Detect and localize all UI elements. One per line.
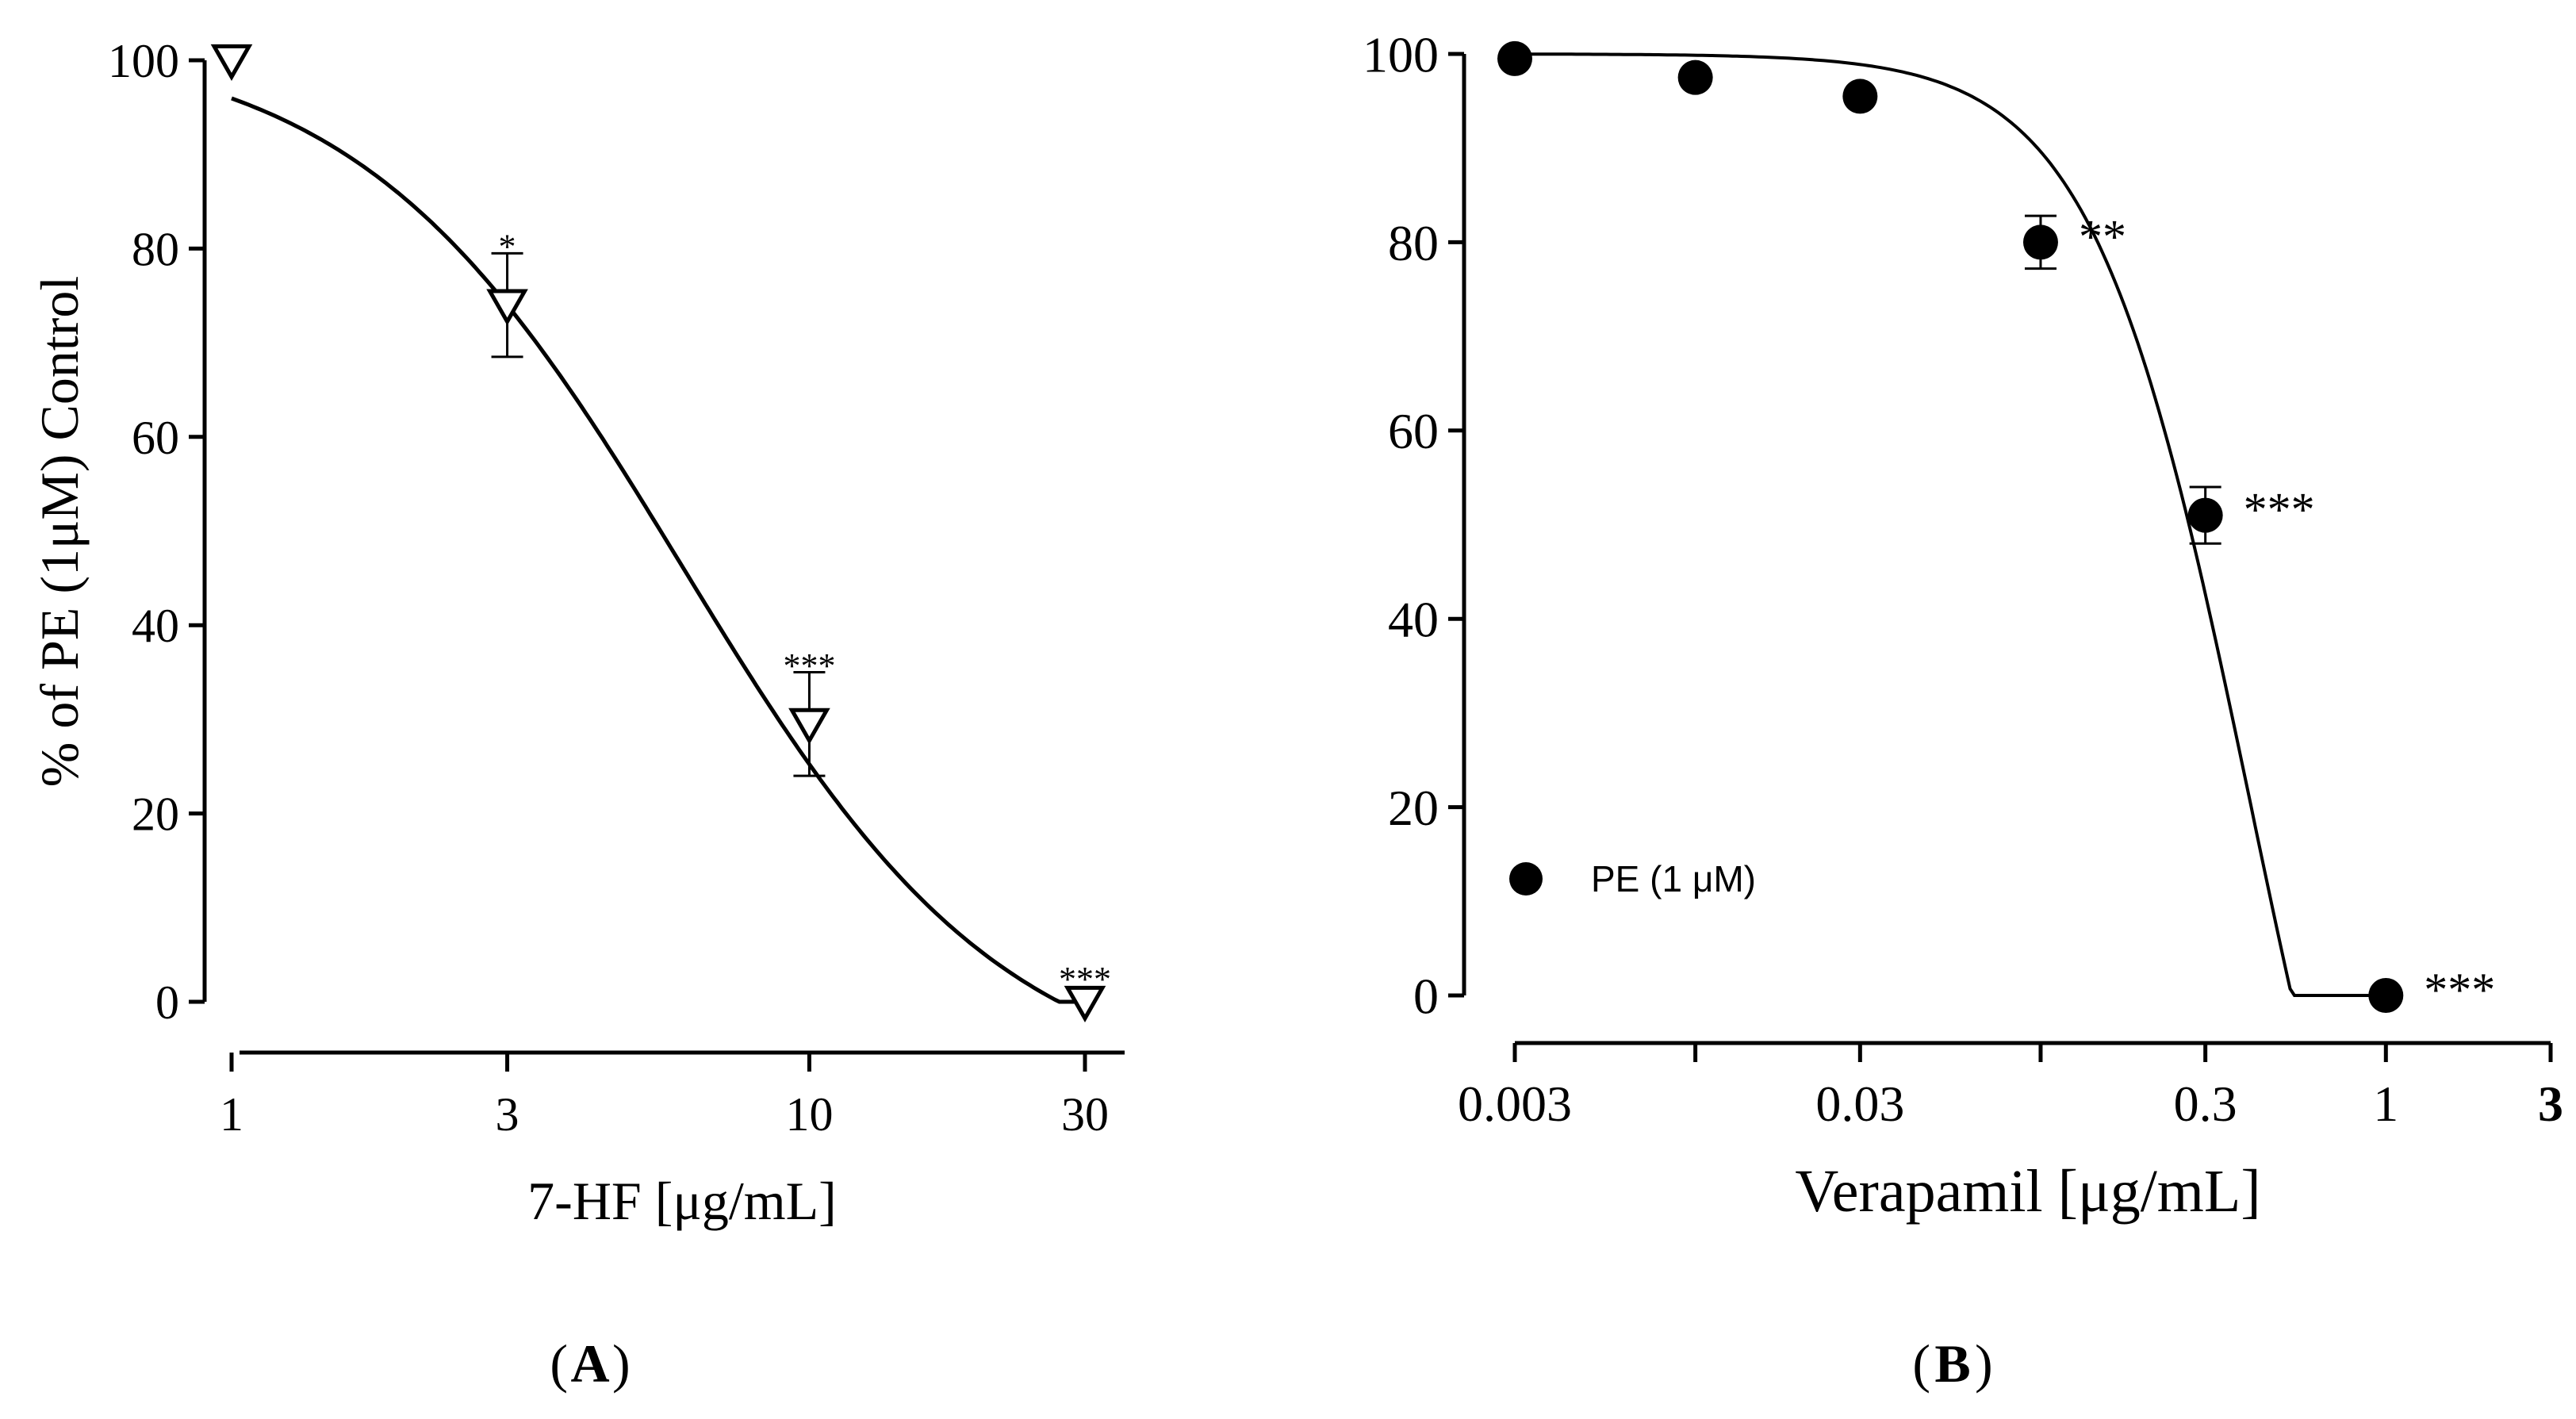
svg-text:): ) [1975,1333,1993,1394]
y-tick-label: 100 [108,35,179,87]
data-point-triangle [788,708,830,745]
x-tick-label: 0.3 [2174,1076,2237,1132]
y-tick-label: 60 [132,412,179,464]
panel-a-axes [202,60,1125,1055]
x-tick-label: 1 [2373,1076,2398,1132]
panel-b-fit-curve [1515,52,2386,997]
x-tick-label: 1 [220,1088,243,1141]
y-tick-label: 40 [132,600,179,652]
panel-a-fit-curve [231,96,1085,1004]
data-point-triangle [1064,985,1106,1022]
significance-label: *** [783,646,835,685]
y-tick-label: 20 [1388,780,1439,836]
panel-b-legend: PE (1 μM) [1509,858,1756,899]
x-tick-label: 0.003 [1458,1076,1572,1132]
panel-b-y-ticks: 0 20 40 60 80 100 [1363,26,1464,1024]
significance-label: ** [2079,210,2126,263]
significance-label: *** [2424,964,2495,1016]
data-point-circle [2022,224,2058,260]
x-tick-label: 10 [785,1088,833,1141]
significance-label: * [499,228,516,267]
panel-a-points: ******* [210,44,1111,1022]
y-tick-label: 40 [1388,592,1439,648]
svg-text:(: ( [550,1333,568,1394]
x-tick-label: 30 [1061,1088,1109,1141]
panel-b-x-ticks: 0.003 0.03 0.3 1 3 [1458,1043,2563,1132]
panel-b-caption: ( B ) [1912,1333,1992,1394]
legend-marker-icon [1509,862,1543,896]
significance-label: *** [1059,960,1111,999]
svg-text:): ) [612,1333,631,1394]
data-point-circle [1497,40,1532,76]
y-tick-label: 100 [1363,26,1439,82]
x-tick-label: 0.03 [1815,1076,1904,1132]
x-tick-label: 3 [496,1088,519,1141]
y-tick-label: 20 [132,788,179,841]
y-tick-label: 80 [1388,215,1439,271]
y-tick-label: 0 [155,976,179,1029]
y-tick-label: 80 [132,223,179,275]
x-tick-label: 3 [2538,1076,2563,1132]
panel-a-y-axis-label: % of PE (1μM) Control [29,276,90,788]
data-point-circle [1842,79,1878,114]
y-tick-label: 60 [1388,403,1439,459]
y-tick-label: 0 [1413,968,1439,1024]
data-point-triangle [486,289,528,326]
data-point-triangle [210,44,253,81]
panel-b-axes [1462,54,2551,1045]
data-point-circle [2187,497,2223,533]
panel-a-caption-letter: A [570,1333,609,1394]
panel-b-caption-letter: B [1934,1333,1970,1394]
significance-label: *** [2244,484,2315,536]
data-point-circle [2368,978,2404,1013]
panel-b-points: ******** [1497,40,2495,1016]
legend-label: PE (1 μM) [1591,858,1756,899]
panel-a-y-ticks: 0 20 40 60 80 100 [108,35,205,1029]
panel-a-x-ticks: 1 3 10 30 [220,1053,1109,1141]
data-point-circle [1677,59,1713,95]
svg-text:(: ( [1912,1333,1930,1394]
panel-a-caption: ( A ) [550,1333,630,1394]
panel-b-x-axis-label: Verapamil [μg/mL] [1795,1158,2260,1225]
panel-a-x-axis-label: 7-HF [μg/mL] [527,1171,837,1231]
